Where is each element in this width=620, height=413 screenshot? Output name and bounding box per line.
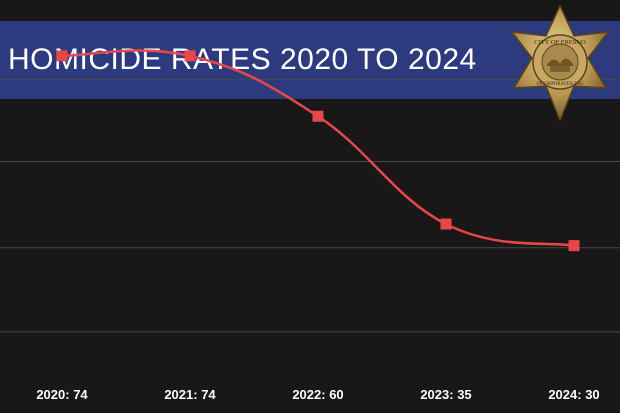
badge-text-bottom: INCORPORATED 1885 (536, 82, 584, 87)
x-tick-label: 2024: 30 (548, 387, 599, 402)
data-point-1 (184, 50, 196, 62)
x-tick-label: 2023: 35 (420, 387, 471, 402)
data-point-4 (568, 240, 580, 252)
x-tick-label: 2020: 74 (36, 387, 88, 402)
x-tick-label: 2021: 74 (164, 387, 216, 402)
badge-text-top: CITY OF FRESNO (534, 39, 586, 46)
top-strip (0, 0, 620, 20)
city-of-fresno-police-badge-icon: CITY OF FRESNO INCORPORATED 1885 (510, 4, 610, 122)
x-tick-label: 2022: 60 (292, 387, 343, 402)
chart-title: HOMICIDE RATES 2020 TO 2024 (8, 43, 477, 76)
x-tick-labels: 2020: 74 2021: 74 2022: 60 2023: 35 2024: 30 (36, 387, 599, 402)
data-point-0 (56, 50, 68, 62)
gridlines (0, 79, 620, 333)
data-point-3 (440, 218, 452, 230)
markers (56, 50, 580, 252)
data-point-2 (312, 110, 324, 122)
